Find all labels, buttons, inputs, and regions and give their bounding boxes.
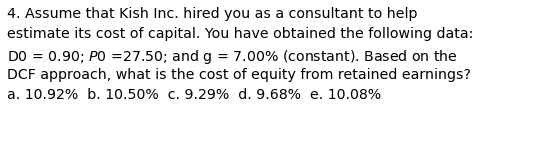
- Text: a. 10.92%  b. 10.50%  c. 9.29%  d. 9.68%  e. 10.08%: a. 10.92% b. 10.50% c. 9.29% d. 9.68% e.…: [7, 88, 381, 102]
- Text: DCF approach, what is the cost of equity from retained earnings?: DCF approach, what is the cost of equity…: [7, 68, 471, 82]
- Text: 4. Assume that Kish Inc. hired you as a consultant to help: 4. Assume that Kish Inc. hired you as a …: [7, 7, 417, 21]
- Text: estimate its cost of capital. You have obtained the following data:: estimate its cost of capital. You have o…: [7, 27, 473, 41]
- Text: D0 = 0.90; $\mathit{P}$0 =27.50; and g = 7.00% (constant). Based on the: D0 = 0.90; $\mathit{P}$0 =27.50; and g =…: [7, 48, 458, 66]
